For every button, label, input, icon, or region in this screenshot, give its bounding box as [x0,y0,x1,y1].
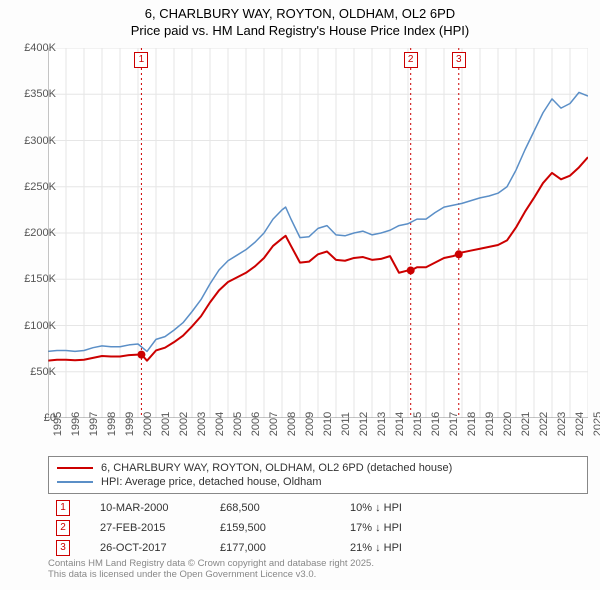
legend-label: 6, CHARLBURY WAY, ROYTON, OLDHAM, OL2 6P… [101,462,452,474]
sales-diff: 17% ↓ HPI [350,522,470,534]
x-tick-label: 2018 [466,412,478,436]
legend-item: 6, CHARLBURY WAY, ROYTON, OLDHAM, OL2 6P… [57,461,579,475]
y-tick-label: £100K [24,320,56,332]
x-tick-label: 2025 [592,412,600,436]
x-tick-label: 2009 [304,412,316,436]
y-tick-label: £150K [24,273,56,285]
x-tick-label: 2000 [142,412,154,436]
sales-date: 27-FEB-2015 [70,522,220,534]
x-tick-label: 2013 [376,412,388,436]
chart-marker-3: 3 [452,52,466,68]
x-tick-label: 2005 [232,412,244,436]
title-line-2: Price paid vs. HM Land Registry's House … [0,23,600,40]
legend-item: HPI: Average price, detached house, Oldh… [57,475,579,489]
sales-diff: 10% ↓ HPI [350,502,470,514]
attribution-line-2: This data is licensed under the Open Gov… [48,569,374,580]
x-tick-label: 1996 [70,412,82,436]
x-tick-label: 2020 [502,412,514,436]
y-tick-label: £200K [24,227,56,239]
sale-point [407,266,415,274]
sales-table: 110-MAR-2000£68,50010% ↓ HPI227-FEB-2015… [48,498,588,558]
x-tick-label: 2022 [538,412,550,436]
y-tick-label: £350K [24,88,56,100]
y-tick-label: £50K [30,366,56,378]
x-tick-label: 2006 [250,412,262,436]
x-tick-label: 2001 [160,412,172,436]
sales-marker-1: 1 [56,500,70,516]
x-tick-label: 2004 [214,412,226,436]
chart-plot-area [48,48,588,418]
sales-row: 110-MAR-2000£68,50010% ↓ HPI [48,498,588,518]
x-tick-label: 1995 [52,412,64,436]
chart-container: 6, CHARLBURY WAY, ROYTON, OLDHAM, OL2 6P… [0,0,600,590]
sales-row: 227-FEB-2015£159,50017% ↓ HPI [48,518,588,538]
chart-svg [48,48,588,418]
y-tick-label: £300K [24,135,56,147]
title-line-1: 6, CHARLBURY WAY, ROYTON, OLDHAM, OL2 6P… [0,6,600,23]
sales-date: 10-MAR-2000 [70,502,220,514]
x-tick-label: 2010 [322,412,334,436]
x-tick-label: 1998 [106,412,118,436]
sales-marker-3: 3 [56,540,70,556]
legend-swatch [57,481,93,483]
x-tick-label: 2007 [268,412,280,436]
x-tick-label: 2023 [556,412,568,436]
x-tick-label: 2003 [196,412,208,436]
x-tick-label: 2014 [394,412,406,436]
x-tick-label: 2016 [430,412,442,436]
x-tick-label: 2024 [574,412,586,436]
x-tick-label: 2017 [448,412,460,436]
legend: 6, CHARLBURY WAY, ROYTON, OLDHAM, OL2 6P… [48,456,588,494]
x-tick-label: 2015 [412,412,424,436]
sales-date: 26-OCT-2017 [70,542,220,554]
y-tick-label: £250K [24,181,56,193]
x-tick-label: 2012 [358,412,370,436]
sales-price: £68,500 [220,502,350,514]
y-tick-label: £400K [24,42,56,54]
sale-point [455,250,463,258]
x-tick-label: 2002 [178,412,190,436]
attribution: Contains HM Land Registry data © Crown c… [48,558,374,581]
x-tick-label: 2019 [484,412,496,436]
sales-row: 326-OCT-2017£177,00021% ↓ HPI [48,538,588,558]
legend-label: HPI: Average price, detached house, Oldh… [101,476,322,488]
chart-marker-1: 1 [134,52,148,68]
chart-marker-2: 2 [404,52,418,68]
attribution-line-1: Contains HM Land Registry data © Crown c… [48,558,374,569]
x-tick-label: 1997 [88,412,100,436]
sales-diff: 21% ↓ HPI [350,542,470,554]
sales-marker-2: 2 [56,520,70,536]
x-tick-label: 1999 [124,412,136,436]
title-block: 6, CHARLBURY WAY, ROYTON, OLDHAM, OL2 6P… [0,0,600,40]
x-tick-label: 2021 [520,412,532,436]
sales-price: £159,500 [220,522,350,534]
x-tick-label: 2011 [340,412,352,436]
sale-point [137,351,145,359]
x-tick-label: 2008 [286,412,298,436]
sales-price: £177,000 [220,542,350,554]
legend-swatch [57,467,93,469]
